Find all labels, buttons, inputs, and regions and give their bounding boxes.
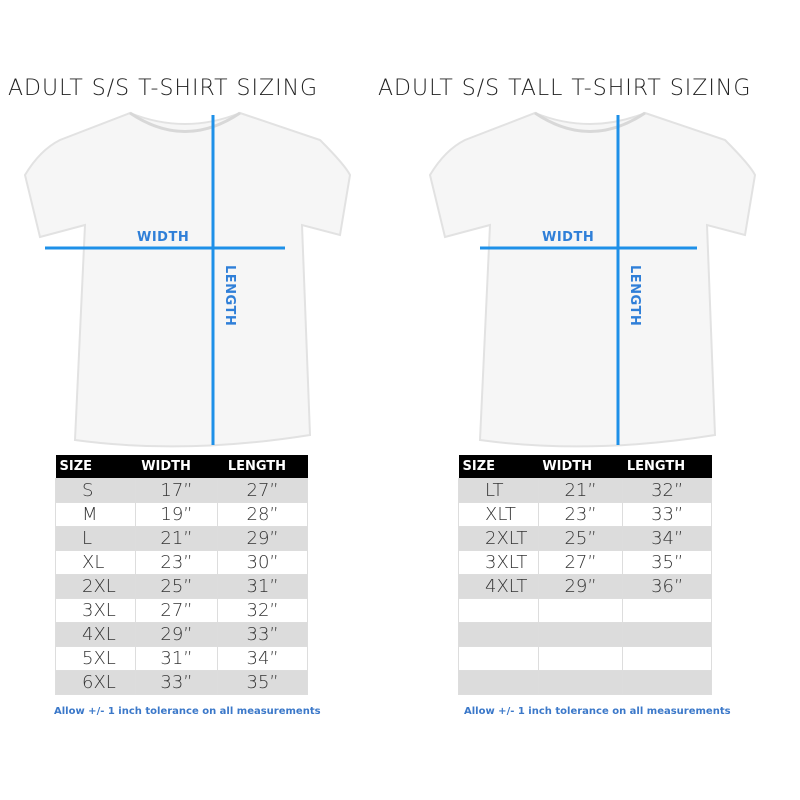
tshirt-image-tall	[428, 111, 757, 448]
width-cell: 27”	[134, 598, 219, 623]
header-length: LENGTH	[622, 455, 712, 479]
table-header: SIZE WIDTH LENGTH	[458, 455, 712, 479]
width-cell: 23”	[134, 550, 219, 575]
size-cell: 6XL	[55, 670, 136, 695]
size-table-tall: SIZE WIDTH LENGTH LT 21” 32” XLT 23” 33” 2XL…	[458, 455, 712, 695]
size-cell: 5XL	[55, 646, 136, 671]
width-cell: 17”	[134, 478, 219, 503]
length-cell: 27”	[217, 478, 308, 503]
table-row: 6XL 33” 35”	[55, 670, 308, 695]
length-cell: 33”	[217, 622, 308, 647]
size-cell: 4XLT	[458, 574, 539, 599]
length-cell: 28”	[217, 502, 308, 527]
size-cell: 4XL	[55, 622, 136, 647]
length-cell: 36”	[622, 574, 712, 599]
header-size: SIZE	[55, 455, 136, 479]
table-row: XL 23” 30”	[55, 550, 308, 575]
table-row: L 21” 29”	[55, 526, 308, 551]
tolerance-note: Allow +/- 1 inch tolerance on all measur…	[464, 706, 731, 717]
table-row: M 19” 28”	[55, 502, 308, 527]
table-row-empty	[458, 646, 712, 671]
header-width: WIDTH	[538, 455, 623, 479]
width-cell: 21”	[537, 478, 624, 503]
length-cell: 32”	[622, 478, 712, 503]
length-cell	[622, 670, 712, 695]
length-cell: 29”	[217, 526, 308, 551]
width-cell: 31”	[134, 646, 219, 671]
table-row-empty	[458, 670, 712, 695]
table-row: 2XLT 25” 34”	[458, 526, 712, 551]
table-row-empty	[458, 622, 712, 647]
length-label: LENGTH	[222, 265, 237, 327]
width-cell: 23”	[537, 502, 624, 527]
length-cell: 32”	[217, 598, 308, 623]
width-cell: 25”	[134, 574, 219, 599]
width-cell	[537, 622, 624, 647]
tolerance-note: Allow +/- 1 inch tolerance on all measur…	[54, 706, 321, 717]
length-cell: 35”	[217, 670, 308, 695]
header-width: WIDTH	[135, 455, 218, 479]
size-cell: 3XLT	[458, 550, 539, 575]
table-row: 2XL 25” 31”	[55, 574, 308, 599]
width-cell: 33”	[134, 670, 219, 695]
width-cell: 27”	[537, 550, 624, 575]
table-row: 3XLT 27” 35”	[458, 550, 712, 575]
length-cell: 33”	[622, 502, 712, 527]
length-cell	[622, 598, 712, 623]
size-cell: M	[55, 502, 136, 527]
table-row: 4XLT 29” 36”	[458, 574, 712, 599]
title-adult-tall: ADULT S/S TALL T-SHIRT SIZING	[378, 76, 752, 101]
width-cell: 29”	[134, 622, 219, 647]
size-cell	[458, 622, 539, 647]
table-row: S 17” 27”	[55, 478, 308, 503]
length-label: LENGTH	[627, 265, 642, 327]
size-cell: LT	[458, 478, 539, 503]
table-header: SIZE WIDTH LENGTH	[55, 455, 308, 479]
table-row: 3XL 27” 32”	[55, 598, 308, 623]
width-label: WIDTH	[137, 230, 190, 245]
width-cell	[537, 598, 624, 623]
length-cell	[622, 646, 712, 671]
size-cell: XLT	[458, 502, 539, 527]
table-row: XLT 23” 33”	[458, 502, 712, 527]
table-row: LT 21” 32”	[458, 478, 712, 503]
size-cell: 3XL	[55, 598, 136, 623]
length-cell: 34”	[217, 646, 308, 671]
width-cell: 29”	[537, 574, 624, 599]
length-cell: 34”	[622, 526, 712, 551]
width-cell	[537, 646, 624, 671]
table-row-empty	[458, 598, 712, 623]
length-cell: 35”	[622, 550, 712, 575]
size-cell: L	[55, 526, 136, 551]
width-label: WIDTH	[542, 230, 595, 245]
width-cell	[537, 670, 624, 695]
tshirt-image-adult	[23, 111, 352, 448]
table-row: 5XL 31” 34”	[55, 646, 308, 671]
size-cell	[458, 670, 539, 695]
width-cell: 25”	[537, 526, 624, 551]
width-cell: 19”	[134, 502, 219, 527]
length-cell: 30”	[217, 550, 308, 575]
size-cell	[458, 598, 539, 623]
length-cell: 31”	[217, 574, 308, 599]
table-row: 4XL 29” 33”	[55, 622, 308, 647]
size-cell	[458, 646, 539, 671]
size-table-adult: SIZE WIDTH LENGTH S 17” 27” M 19” 28” L 21” 29…	[55, 455, 308, 695]
width-cell: 21”	[134, 526, 219, 551]
title-adult: ADULT S/S T-SHIRT SIZING	[8, 76, 319, 101]
size-cell: XL	[55, 550, 136, 575]
size-cell: 2XLT	[458, 526, 539, 551]
size-cell: S	[55, 478, 136, 503]
header-length: LENGTH	[217, 455, 308, 479]
header-size: SIZE	[458, 455, 539, 479]
size-cell: 2XL	[55, 574, 136, 599]
length-cell	[622, 622, 712, 647]
